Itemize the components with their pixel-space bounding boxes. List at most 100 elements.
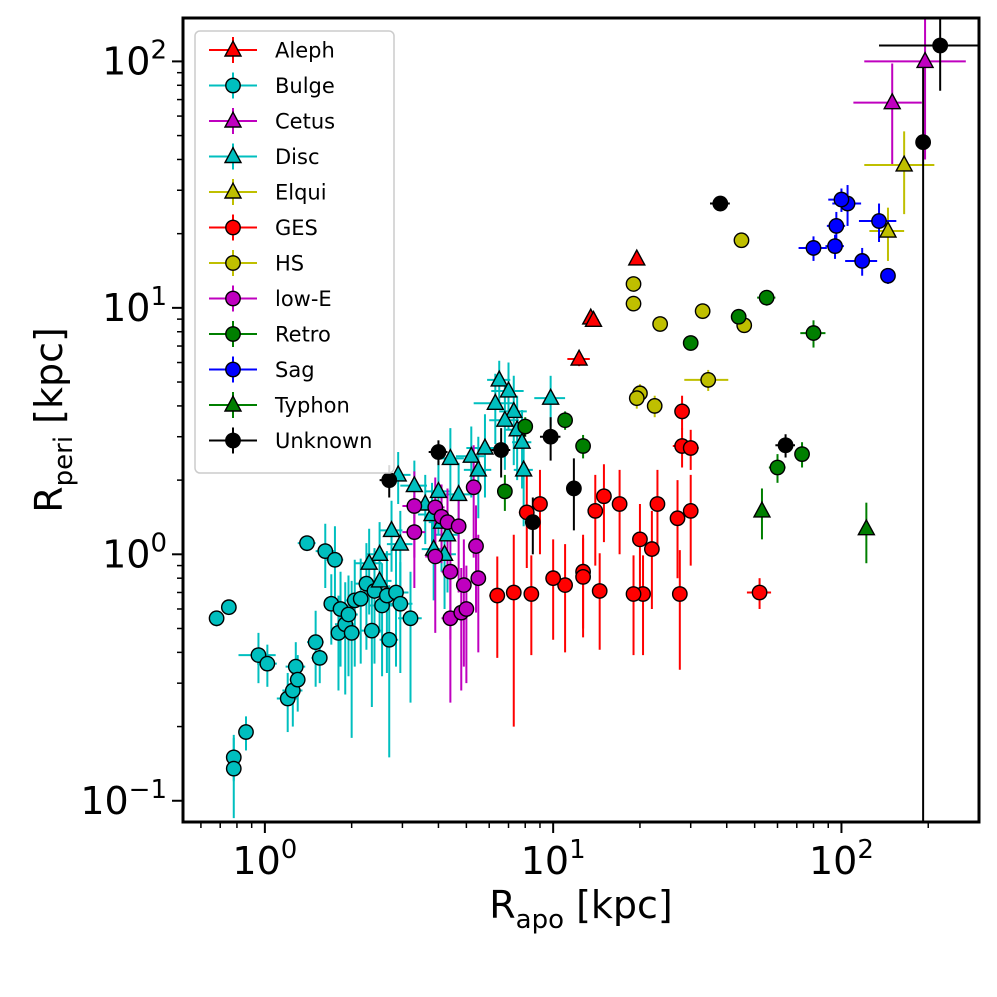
bulge-point-20 [340,606,357,623]
retro-point-8 [769,459,786,476]
axis-ticks: 100 101 102 10−1 100 101 102 [80,35,929,883]
retro-point-2 [682,335,699,351]
legend-disc-marker [223,146,243,164]
disc-point-5 [495,409,515,427]
legend-box [194,30,395,474]
unknown-point-5 [493,442,510,458]
retro-point-9 [794,446,810,463]
y-tick-label: 10−1 [80,775,167,823]
ges-point-18 [557,577,573,593]
ges-point-5 [669,510,686,527]
elqui-point-1 [878,220,898,238]
disc-point-9 [462,445,481,463]
y-axis-label: Rperi [kpc] [27,327,79,513]
x-tick-label: 102 [809,835,874,883]
bulge-point-12 [307,634,324,651]
retro-point-7 [496,483,513,500]
retro-point-6 [575,438,591,454]
cetus-point-0 [915,51,935,69]
ges-point-20 [532,496,548,512]
aleph-point-3 [569,348,589,366]
hs-point-7 [628,390,645,407]
legend-cetus-marker [223,110,243,128]
x-axis-label-sub: apo [516,905,564,935]
legend-low-e-marker [225,290,241,307]
sag-point-3 [828,218,845,234]
sag-point-7 [880,267,896,284]
legend-hs-marker [225,255,241,271]
hs-point-8 [646,398,663,414]
bulge-point-0 [208,610,225,627]
typhon-point-1 [857,518,876,536]
legend-bulge-label: Bulge [275,74,335,98]
legend-hs-label: HS [275,252,304,276]
bulge-point-23 [352,590,369,607]
ges-point-24 [489,587,506,604]
sag-point-2 [871,213,887,229]
legend-typhon-marker [223,394,243,412]
disc-point-22 [391,533,410,551]
disc-point-2 [486,393,505,410]
bulge-point-1 [220,599,237,616]
legend-retro-label: Retro [275,323,331,347]
legend-aleph-label: Aleph [275,39,335,63]
y-tick-label: 102 [102,35,167,83]
x-tick-label: 100 [232,835,297,883]
low-e-point-6 [406,524,423,541]
disc-point-10 [441,448,460,466]
retro-point-1 [730,308,747,325]
hs-point-2 [625,295,642,312]
unknown-point-9 [524,514,541,531]
bulge-point-25 [363,622,380,639]
low-e-point-8 [427,548,444,565]
data-markers [208,37,949,777]
hs-point-0 [733,232,750,249]
ges-point-23 [505,584,522,601]
unknown-point-3 [777,437,794,454]
legend-unknown-label: Unknown [275,429,372,453]
legend-low-e-label: low-E [275,287,332,311]
ges-point-12 [611,496,628,512]
bulge-point-13 [311,649,328,666]
disc-point-15 [429,481,448,499]
ges-point-22 [523,586,540,602]
bulge-point-16 [327,551,343,568]
disc-point-14 [405,475,424,493]
legend-ges-label: GES [275,216,318,240]
low-e-point-11 [455,577,472,593]
cetus-point-1 [883,92,902,110]
retro-point-0 [758,289,775,306]
disc-point-17 [449,484,468,502]
ges-point-15 [591,583,608,599]
low-e-point-9 [442,563,459,580]
disc-point-11 [469,459,488,477]
legend-typhon-label: Typhon [274,394,350,418]
disc-point-27 [370,570,389,588]
hs-point-4 [652,316,669,332]
hs-point-3 [694,303,711,320]
sag-point-4 [805,240,822,256]
disc-point-3 [504,401,523,419]
legend-ges-marker [225,219,241,236]
legend-elqui-marker [223,181,243,199]
low-e-point-10 [470,570,487,587]
unknown-point-0 [932,37,949,54]
disc-point-7 [512,431,532,449]
ges-point-13 [596,488,612,505]
x-axis-label: Rapo [kpc] [489,883,673,935]
legend-unknown-marker [225,432,241,449]
ges-point-19 [545,570,562,587]
hs-point-1 [625,276,642,292]
disc-point-4 [541,387,560,405]
sag-point-6 [854,253,871,269]
x-axis-label-main: R [489,883,515,927]
bulge-point-4 [238,724,254,740]
disc-point-1 [499,380,518,398]
bulge-point-11 [299,535,315,552]
disc-point-8 [475,437,495,455]
bulge-point-31 [392,595,409,612]
disc-point-21 [382,520,401,538]
bulge-point-3 [225,760,242,777]
